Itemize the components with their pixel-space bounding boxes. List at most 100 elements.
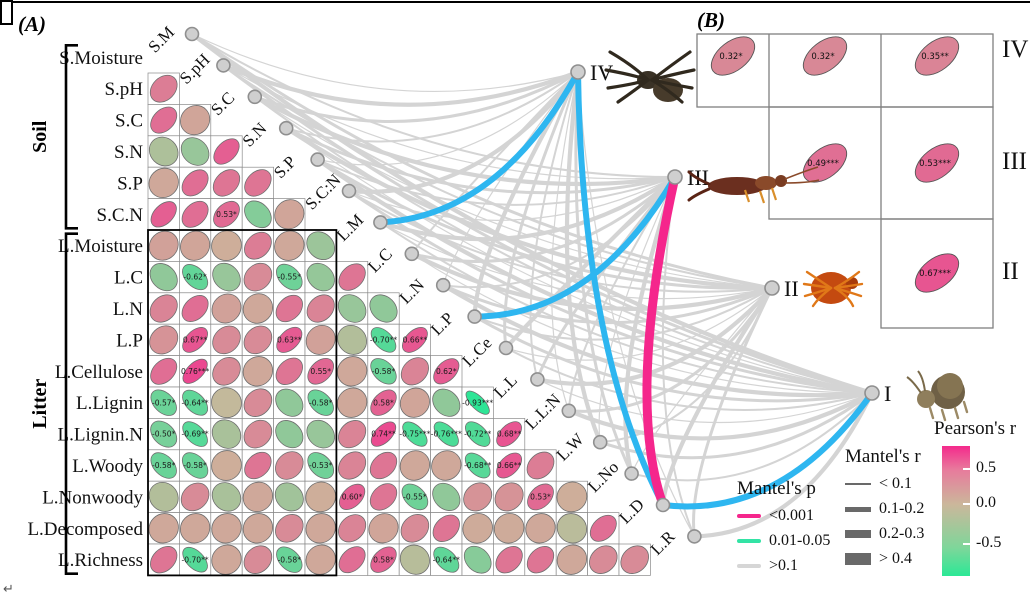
correlation-ellipse (369, 451, 398, 480)
mantel-edge-gray (315, 157, 875, 396)
correlation-ellipse (212, 357, 241, 386)
litter-soil-block-border (147, 229, 338, 577)
panelb-correlation-ellipse (914, 36, 960, 76)
correlation-ellipse (180, 137, 210, 166)
earwig-pincer (687, 187, 711, 202)
p-001-005-label: 0.01-0.05 (769, 532, 831, 549)
mantel-edge-gray (252, 94, 678, 187)
correlation-ellipse (620, 545, 649, 574)
legend-item-p3: >0.1 (737, 557, 830, 575)
correlation-ellipse (181, 452, 209, 479)
correlation-ellipse (432, 482, 461, 511)
panelb-correlation-value: 0.32* (811, 52, 834, 62)
correlation-ellipse (402, 327, 428, 353)
correlation-value-label: -0.70** (370, 336, 397, 345)
fauna-node-mite (764, 280, 780, 296)
correlation-ellipse (370, 421, 397, 447)
variable-node (184, 26, 200, 42)
mantel-edge-gray (473, 287, 773, 341)
mantel-edge-gray (623, 174, 678, 476)
correlation-ellipse (337, 294, 367, 323)
row-label-S.C.N: S.C.N (97, 205, 144, 226)
diagonal-label-S.P: S.P (270, 152, 300, 182)
legend-item-r3: 0.2-0.3 (845, 525, 924, 543)
correlation-ellipse (463, 482, 493, 512)
correlation-value-label: -0.62* (183, 273, 207, 282)
correlation-ellipse (243, 419, 273, 449)
correlation-ellipse (370, 546, 397, 573)
mantel-edge-gray (535, 285, 775, 387)
legend-item-r2: 0.1-0.2 (845, 500, 924, 518)
variable-node (624, 466, 639, 481)
colorbar-tick-05 (963, 468, 970, 470)
r-01-02-label: 0.1-0.2 (879, 500, 925, 517)
correlation-ellipse (150, 106, 178, 134)
row-label-L.N: L.N (113, 299, 143, 320)
panelb-correlation-value: 0.67*** (919, 269, 951, 279)
correlation-ellipse (243, 325, 273, 355)
r-gt-04-label: > 0.4 (879, 550, 913, 567)
mantel-edge-gray (379, 221, 873, 394)
p-001-005-line-swatch (737, 539, 761, 543)
legend-item-r1: < 0.1 (845, 475, 924, 493)
correlation-value-label: -0.58* (309, 398, 333, 407)
p-lt-0001-label: <0.001 (769, 507, 815, 524)
springtail-leg (962, 400, 969, 414)
correlation-value-label: -0.70** (181, 555, 208, 564)
panel-a-label: (A) (18, 12, 46, 36)
correlation-ellipse (274, 230, 305, 261)
mantel-edge-gray (536, 378, 873, 424)
earwig-head (775, 175, 787, 187)
group-bracket-litter (64, 232, 78, 575)
fauna-node-springtail (864, 385, 880, 401)
diagonal-label-L.Ce: L.Ce (458, 333, 495, 370)
mantel-edge-gray (221, 63, 581, 107)
correlation-ellipse (244, 169, 272, 197)
fauna-photo-mite (802, 270, 864, 308)
fauna-node-label: II (784, 276, 799, 301)
variable-node (530, 372, 545, 387)
fauna-photo-earwig (687, 166, 820, 204)
correlation-value-label: 0.58* (373, 398, 394, 407)
correlation-ellipse (306, 231, 336, 261)
correlation-value-label: 0.58* (373, 555, 394, 564)
fauna-node-label: I (884, 381, 891, 406)
colorbar-label-00: 0.0 (976, 494, 996, 511)
spider-leg (650, 78, 684, 104)
springtail-antenna (906, 376, 922, 394)
word-return-mark: ↵ (3, 581, 14, 596)
correlation-ellipse (400, 357, 429, 386)
panelb-correlation-value: 0.35** (921, 52, 948, 62)
correlation-ellipse (148, 167, 179, 199)
correlation-ellipse (181, 169, 209, 197)
r-width-swatch-1 (845, 483, 871, 485)
correlation-ellipse (305, 481, 337, 513)
group-label-soil: Soil (29, 120, 51, 153)
correlation-ellipse (211, 450, 242, 481)
correlation-ellipse (242, 293, 274, 324)
panel-b-label: (B) (697, 8, 725, 32)
p-gt-01-label: >0.1 (769, 557, 799, 574)
group-bracket-soil (64, 44, 78, 230)
correlation-ellipse (527, 483, 554, 511)
r-02-03-label: 0.2-0.3 (879, 525, 925, 542)
mantel-edge-gray (221, 63, 874, 395)
earwig-leg (743, 189, 751, 203)
correlation-ellipse (525, 513, 556, 544)
page-corner-box (0, 0, 13, 25)
correlation-ellipse (244, 451, 272, 480)
pearsons-r-title: Pearson's r (934, 418, 1017, 439)
mantel-edge-gray (505, 347, 873, 411)
correlation-ellipse (369, 483, 398, 511)
diagonal-label-L.R: L.R (647, 527, 679, 559)
group-label-litter: Litter (29, 379, 51, 429)
correlation-ellipse (149, 74, 178, 103)
correlation-ellipse (462, 513, 493, 544)
diagonal-label-L.W: L.W (553, 429, 589, 465)
mantel-edge-gray (189, 31, 875, 396)
row-label-L.Nonwoody: L.Nonwoody (42, 487, 143, 508)
correlation-ellipse (368, 513, 399, 544)
correlation-ellipse (526, 546, 555, 574)
correlation-value-label: -0.53* (309, 461, 333, 470)
